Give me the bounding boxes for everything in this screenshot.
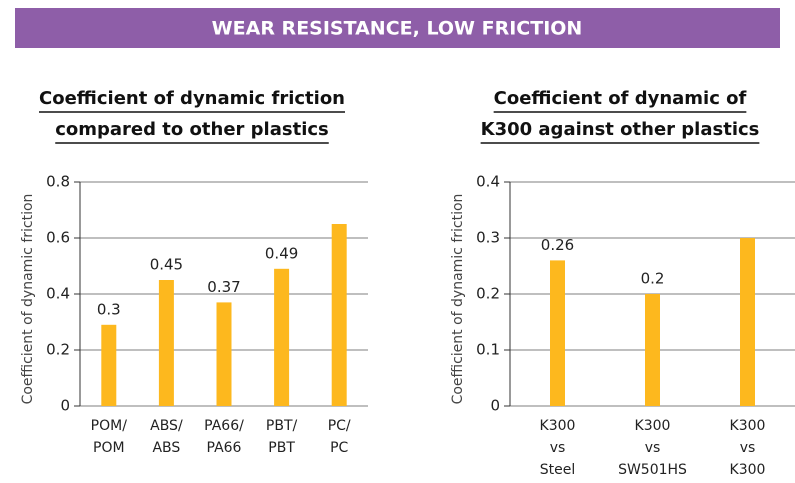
- y-tick-label: 0.2: [46, 341, 70, 359]
- bar: [550, 260, 565, 406]
- y-tick-label: 0.8: [46, 173, 70, 191]
- chart-title: Coefficient of dynamic friction: [39, 88, 345, 109]
- x-tick-label: PBT/: [266, 418, 298, 434]
- bar: [274, 268, 290, 406]
- x-tick-label: POM/: [91, 418, 128, 434]
- x-tick-label: K300: [730, 418, 766, 434]
- data-label: 0.37: [207, 278, 240, 296]
- header-band: [15, 8, 780, 48]
- x-tick-label: PA66: [207, 440, 242, 456]
- y-axis-label: Coefficient of dynamic friction: [20, 194, 36, 405]
- x-tick-label: PA66/: [204, 418, 244, 434]
- x-tick-label: ABS/: [150, 418, 183, 434]
- bar: [331, 224, 347, 406]
- x-tick-label: ABS: [152, 440, 180, 456]
- y-tick-label: 0.4: [46, 285, 70, 303]
- data-label: 0.3: [97, 300, 121, 318]
- y-tick-label: 0: [60, 397, 70, 415]
- x-tick-label: K300: [730, 462, 766, 478]
- y-tick-label: 0.4: [476, 173, 500, 191]
- bar: [158, 280, 174, 406]
- y-tick-label: 0.6: [46, 229, 70, 247]
- x-tick-label: K300: [540, 418, 576, 434]
- y-tick-label: 0: [490, 397, 500, 415]
- x-tick-label: vs: [645, 440, 661, 456]
- bar: [645, 294, 660, 406]
- header-title: WEAR RESISTANCE, LOW FRICTION: [212, 18, 583, 40]
- x-tick-label: PBT: [268, 440, 295, 456]
- bar: [216, 302, 232, 406]
- y-tick-label: 0.1: [476, 341, 500, 359]
- chart-title: Coefficient of dynamic of: [494, 88, 747, 109]
- chart-title: compared to other plastics: [55, 119, 329, 140]
- x-tick-label: vs: [740, 440, 756, 456]
- x-tick-label: PC: [330, 440, 348, 456]
- data-label: 0.49: [265, 244, 298, 262]
- x-tick-label: Steel: [540, 462, 576, 478]
- x-tick-label: SW501HS: [618, 462, 687, 478]
- x-tick-label: K300: [635, 418, 671, 434]
- y-tick-label: 0.2: [476, 285, 500, 303]
- y-tick-label: 0.3: [476, 229, 500, 247]
- y-axis-label: Coefficient of dynamic friction: [450, 194, 466, 405]
- x-tick-label: PC/: [328, 418, 351, 434]
- bar: [740, 238, 755, 406]
- bar: [101, 324, 117, 406]
- chart-title: K300 against other plastics: [481, 119, 760, 140]
- x-tick-label: POM: [93, 440, 125, 456]
- data-label: 0.45: [150, 256, 183, 274]
- x-tick-label: vs: [550, 440, 566, 456]
- data-label: 0.2: [641, 270, 665, 288]
- data-label: 0.26: [541, 236, 574, 254]
